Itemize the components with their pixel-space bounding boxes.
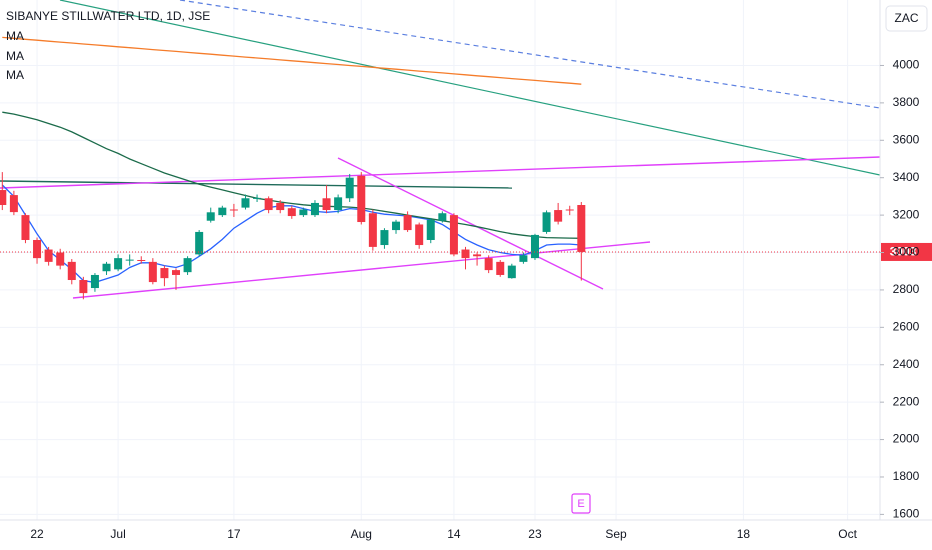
legend-item: MA: [6, 68, 24, 82]
candle-body: [554, 210, 563, 222]
candle-body: [449, 215, 458, 255]
x-tick-label: 17: [227, 527, 241, 541]
candle-body: [102, 263, 111, 272]
candle-body: [276, 202, 285, 211]
y-tick-label: 2800: [893, 282, 920, 296]
x-tick-label: 23: [528, 527, 542, 541]
trend-line: [59, 0, 880, 176]
y-tick-label: 2200: [893, 394, 920, 408]
y-tick-label: 3800: [893, 95, 920, 109]
candle-body: [299, 209, 308, 216]
candle-body: [438, 213, 447, 221]
y-tick-label: 3600: [893, 132, 920, 146]
candle-body: [507, 265, 516, 279]
candle-body: [172, 270, 180, 275]
chart-title: SIBANYE STILLWATER LTD, 1D, JSE: [6, 9, 210, 23]
candle-body: [9, 195, 18, 213]
candle-body: [322, 198, 331, 211]
candle-body: [79, 280, 88, 294]
candle-body: [519, 255, 528, 262]
candle-body: [67, 261, 76, 281]
candle-body: [368, 213, 377, 247]
candle-body: [33, 239, 42, 259]
candle-body: [565, 209, 574, 211]
candle-body: [287, 208, 296, 217]
ma-line: [2, 111, 582, 239]
candle-body: [530, 234, 539, 259]
event-marker-label[interactable]: E: [577, 498, 584, 510]
candle-body: [345, 177, 354, 199]
x-tick-label: Aug: [351, 527, 372, 541]
x-tick-label: Oct: [838, 527, 857, 541]
y-tick-label: 3400: [893, 170, 920, 184]
legend-item: MA: [6, 49, 24, 63]
moving-averages: [1, 36, 582, 284]
candle-body: [392, 221, 401, 231]
y-tick-label: 3200: [893, 207, 920, 221]
candle-body: [241, 198, 250, 208]
y-tick-label: 1600: [893, 507, 920, 521]
candle-body: [357, 175, 366, 223]
candles: [0, 172, 586, 300]
trend-line: [0, 156, 880, 189]
candle-body: [90, 274, 99, 289]
candle-body: [114, 258, 123, 270]
candle-body: [426, 219, 435, 240]
y-tick-label: 3000: [893, 245, 920, 259]
candle-body: [183, 258, 192, 273]
candle-body: [334, 197, 343, 211]
legend-item: MA: [6, 29, 24, 43]
candle-body: [415, 224, 424, 246]
x-tick-label: Jul: [110, 527, 125, 541]
candle-body: [496, 261, 505, 275]
candle-body: [218, 207, 227, 216]
candle-body: [310, 202, 319, 216]
candle-body: [137, 260, 146, 261]
candle-body: [264, 198, 273, 211]
candle-body: [148, 261, 157, 283]
last-price-box: [881, 242, 932, 261]
x-tick-label: Sep: [605, 527, 627, 541]
trend-line: [72, 241, 651, 299]
candle-body: [21, 215, 30, 240]
candle-body: [461, 249, 470, 259]
candle-body: [206, 212, 215, 221]
y-tick-label: 4000: [893, 58, 920, 72]
candle-body: [229, 209, 238, 211]
axes: 1600 1800 2000 2200 2400 2600 2800 3000 3200 3400…: [30, 58, 919, 542]
candle-body: [473, 254, 482, 257]
candle-body: [380, 230, 389, 246]
candle-body: [56, 252, 65, 266]
trend-line: [0, 180, 513, 189]
currency-button[interactable]: [885, 5, 928, 32]
last-price-label: 3003: [890, 245, 917, 259]
candle-body: [542, 212, 551, 232]
candle-body: [577, 205, 586, 252]
drawings: [0, 0, 880, 299]
candle-body: [403, 215, 412, 231]
candle-body: [0, 190, 7, 206]
y-tick-label: 1800: [893, 469, 920, 483]
trend-line: [337, 157, 604, 290]
ma-line: [2, 36, 582, 85]
y-tick-label: 2600: [893, 320, 920, 334]
y-tick-label: 2000: [893, 432, 920, 446]
y-tick-label: 2400: [893, 357, 920, 371]
currency-label[interactable]: ZAC: [895, 11, 919, 25]
ma-line: [1, 184, 582, 284]
x-tick-label: 18: [737, 527, 751, 541]
candle-body: [195, 231, 204, 255]
event-marker[interactable]: [571, 493, 591, 514]
trend-line: [179, 0, 880, 109]
candle-body: [44, 249, 53, 262]
x-tick-label: 22: [30, 527, 44, 541]
candle-body: [125, 259, 134, 261]
candle-body: [484, 258, 493, 271]
candle-body: [253, 197, 262, 199]
candle-body: [160, 268, 169, 279]
x-tick-label: 14: [447, 527, 461, 541]
